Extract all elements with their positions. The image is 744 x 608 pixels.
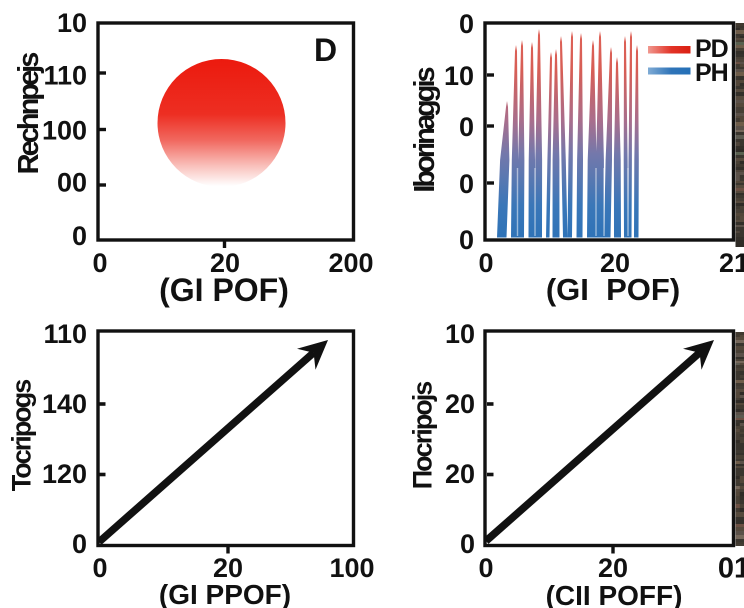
svg-text:0: 0 bbox=[72, 221, 87, 251]
svg-text:(GI POF): (GI POF) bbox=[546, 272, 680, 307]
svg-text:140: 140 bbox=[42, 389, 87, 419]
svg-text:20: 20 bbox=[445, 389, 475, 419]
svg-text:110: 110 bbox=[43, 319, 87, 349]
svg-text:D: D bbox=[314, 32, 337, 68]
svg-text:200: 200 bbox=[328, 248, 373, 278]
svg-text:PH: PH bbox=[695, 59, 728, 87]
svg-text:21: 21 bbox=[719, 248, 744, 278]
svg-text:0: 0 bbox=[459, 112, 474, 142]
svg-text:Iborinaggis: Iborinaggis bbox=[409, 67, 441, 192]
svg-text:10: 10 bbox=[445, 319, 475, 349]
svg-text:100: 100 bbox=[42, 116, 87, 146]
svg-text:120: 120 bbox=[42, 459, 87, 489]
svg-text:20: 20 bbox=[445, 459, 475, 489]
svg-text:0: 0 bbox=[460, 529, 475, 559]
svg-text:01: 01 bbox=[718, 553, 744, 585]
svg-text:Rechnpejs: Rechnpejs bbox=[13, 53, 45, 175]
svg-text:(CII POFF): (CII POFF) bbox=[546, 580, 683, 608]
svg-text:20: 20 bbox=[598, 553, 628, 583]
svg-text:100: 100 bbox=[329, 553, 374, 583]
svg-text:00: 00 bbox=[57, 168, 87, 198]
svg-text:(GI POF): (GI POF) bbox=[159, 272, 289, 308]
svg-text:Tocripogs: Tocripogs bbox=[6, 380, 36, 491]
svg-text:20: 20 bbox=[213, 553, 243, 583]
svg-text:110: 110 bbox=[43, 61, 87, 91]
svg-text:0: 0 bbox=[478, 248, 493, 278]
svg-text:10: 10 bbox=[444, 61, 474, 91]
svg-text:0: 0 bbox=[478, 553, 493, 583]
svg-text:0: 0 bbox=[72, 529, 87, 559]
svg-text:10: 10 bbox=[57, 8, 87, 38]
svg-text:20: 20 bbox=[210, 248, 240, 278]
svg-text:20: 20 bbox=[600, 248, 630, 278]
svg-text:(GI PPOF): (GI PPOF) bbox=[159, 579, 291, 608]
svg-text:0: 0 bbox=[459, 169, 474, 199]
svg-text:0: 0 bbox=[92, 248, 107, 278]
svg-text:0: 0 bbox=[459, 9, 474, 39]
svg-text:0: 0 bbox=[459, 225, 474, 255]
svg-text:Пocripojs: Пocripojs bbox=[407, 382, 437, 489]
svg-text:0: 0 bbox=[92, 553, 107, 583]
svg-text:PD: PD bbox=[695, 35, 728, 63]
